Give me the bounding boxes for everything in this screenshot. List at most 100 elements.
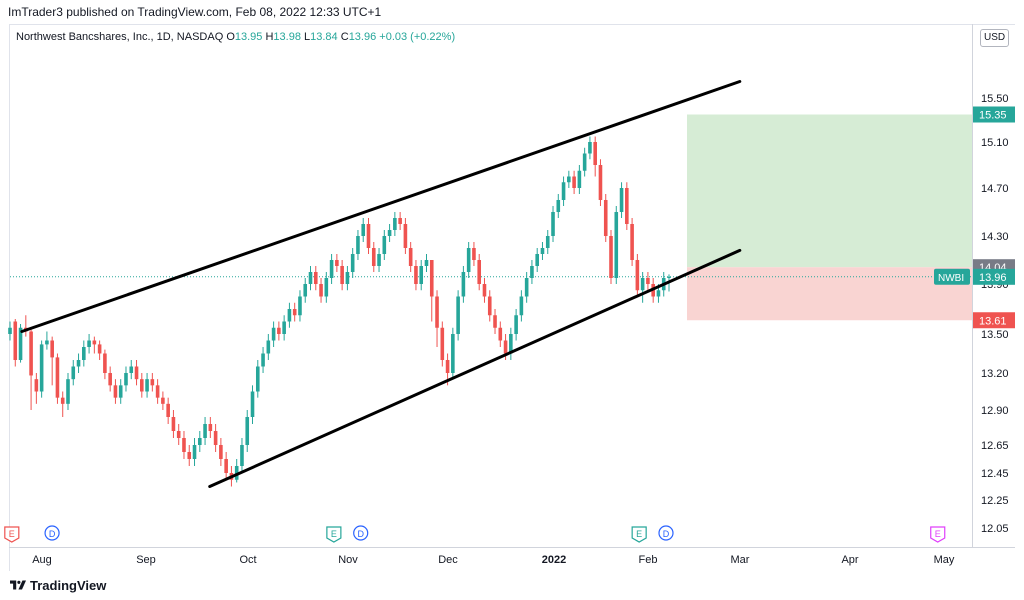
- event-letter: D: [49, 529, 56, 539]
- legend-open-label: O: [226, 31, 235, 43]
- symbol-tag-text: NWBI: [938, 273, 964, 284]
- candle-body: [487, 296, 492, 316]
- candle-body: [71, 366, 76, 380]
- candle: [250, 385, 255, 424]
- candle-body: [540, 248, 545, 254]
- candle: [161, 391, 165, 410]
- x-tick-label: May: [934, 554, 955, 566]
- price-label-box: [973, 106, 1015, 123]
- candle: [461, 266, 466, 303]
- candle-body: [76, 360, 81, 367]
- candle: [55, 353, 60, 404]
- candle-body: [55, 357, 60, 398]
- candle-body: [29, 331, 33, 376]
- candle-body: [18, 327, 23, 360]
- candle: [8, 321, 12, 341]
- price-label-text: 13.61: [979, 315, 1007, 327]
- candle: [609, 230, 613, 284]
- candle-body: [219, 445, 223, 459]
- candle-body: [498, 327, 503, 341]
- candle-body: [287, 309, 292, 322]
- x-tick-label: Nov: [338, 554, 358, 566]
- earnings-marker: E: [4, 526, 20, 543]
- candle-body: [8, 327, 12, 334]
- candle: [498, 321, 503, 347]
- y-tick-label: 14.70: [981, 183, 1009, 195]
- candle-body: [319, 284, 323, 297]
- event-letter: E: [9, 529, 15, 539]
- candle: [588, 136, 592, 160]
- candle-body: [255, 366, 260, 392]
- candle-body: [472, 248, 476, 260]
- y-tick-label: 12.65: [981, 440, 1009, 452]
- y-tick-label: 13.20: [981, 368, 1009, 380]
- candle: [646, 272, 650, 291]
- candle: [487, 290, 492, 322]
- candle: [187, 445, 192, 466]
- candle: [97, 340, 102, 360]
- candle-body: [640, 278, 645, 291]
- candle: [150, 373, 155, 392]
- candle: [535, 248, 539, 272]
- event-letter: D: [357, 529, 364, 539]
- dividend-circle: [353, 525, 369, 541]
- candle: [197, 431, 202, 452]
- candle-body: [524, 278, 529, 297]
- candle-body: [103, 353, 107, 373]
- candle: [118, 379, 123, 404]
- candle: [329, 254, 334, 284]
- candle: [540, 242, 545, 260]
- x-tick-label: Aug: [32, 554, 52, 566]
- candle-body: [603, 200, 608, 236]
- candle-body: [113, 385, 118, 398]
- candle-body: [266, 340, 271, 354]
- candle-body: [34, 379, 39, 392]
- ohlc-legend: Northwest Bancshares, Inc., 1D, NASDAQ O…: [16, 29, 455, 45]
- candle: [155, 379, 160, 404]
- candle-body: [461, 272, 466, 297]
- candle: [24, 315, 28, 337]
- candle-body: [398, 218, 402, 224]
- currency-button[interactable]: USD: [980, 29, 1010, 47]
- price-label-text: 15.35: [979, 110, 1007, 122]
- candle-body: [582, 153, 587, 171]
- candle-body: [408, 248, 413, 266]
- candle: [203, 417, 207, 445]
- candle-body: [213, 431, 218, 445]
- earnings-flag: [4, 526, 20, 543]
- candle: [313, 266, 318, 291]
- candle: [324, 272, 329, 303]
- candle-body: [313, 272, 318, 284]
- legend-change: +0.03 (+0.22%): [379, 31, 456, 43]
- candle: [261, 347, 265, 373]
- candle-body: [567, 176, 571, 183]
- candle: [377, 248, 381, 272]
- candle: [245, 410, 250, 452]
- candle-body: [329, 260, 334, 278]
- candle: [582, 147, 587, 177]
- candle-body: [482, 284, 487, 297]
- candle: [545, 230, 550, 254]
- candle: [519, 290, 524, 322]
- target-zone: [687, 114, 972, 268]
- candle-body: [514, 315, 518, 334]
- y-tick-label: 14.30: [981, 231, 1009, 243]
- candle: [366, 218, 371, 254]
- candle: [340, 260, 344, 291]
- candle: [640, 272, 645, 303]
- candle: [561, 176, 566, 206]
- candle-body: [625, 188, 629, 224]
- candle-body: [161, 397, 165, 404]
- event-letter: D: [663, 529, 670, 539]
- publish-header: ImTrader3 published on TradingView.com, …: [8, 5, 382, 19]
- candle-body: [403, 224, 408, 248]
- candle-body: [551, 212, 555, 236]
- candle-body: [429, 260, 434, 297]
- candle: [71, 360, 76, 386]
- legend-open-value: 13.95: [234, 31, 263, 43]
- candle-body: [466, 248, 471, 272]
- candle-body: [140, 379, 144, 392]
- candle: [298, 290, 302, 322]
- earnings-marker: E: [631, 526, 647, 543]
